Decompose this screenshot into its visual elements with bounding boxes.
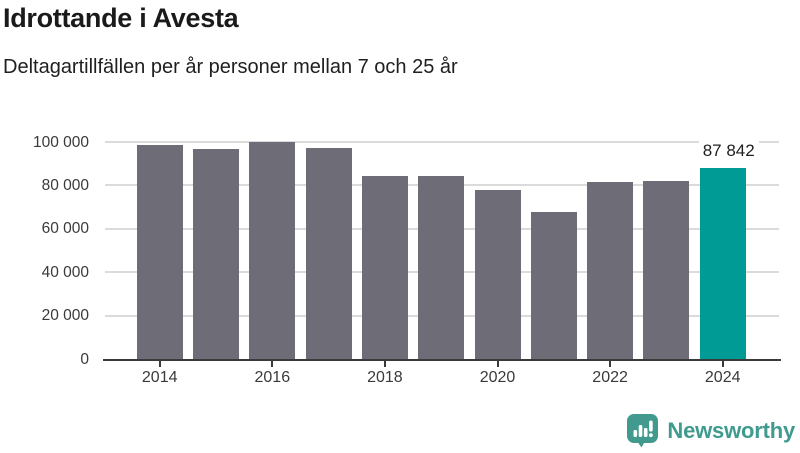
bar-2018 <box>361 176 408 359</box>
bar-value-label: 87 842 <box>698 140 759 162</box>
x-axis-line <box>103 359 781 361</box>
y-tick-label-80000: 80 000 <box>41 176 89 194</box>
bar-2017 <box>305 148 352 359</box>
bar-2021 <box>530 211 577 359</box>
y-tick-label-100000: 100 000 <box>32 133 89 151</box>
newsworthy-bar-chart-speech-bubble-icon <box>626 414 659 448</box>
x-tick-mark-2018 <box>383 361 386 367</box>
bar-2019 <box>418 175 465 359</box>
x-tick-mark-2016 <box>271 361 274 367</box>
gridline-100000 <box>105 141 779 143</box>
bar-2024 <box>699 168 746 359</box>
plot-area: 0 20 000 40 000 60 000 80 000 100 000 2014 2016… <box>33 134 781 386</box>
y-tick-label-0: 0 <box>80 350 89 368</box>
x-tick-label-2016: 2016 <box>254 369 291 386</box>
x-tick-label-2018: 2018 <box>367 369 403 386</box>
bar-2014 <box>136 145 183 359</box>
y-tick-label-40000: 40 000 <box>41 263 89 281</box>
x-tick-label-2020: 2020 <box>479 369 516 386</box>
bar-2015 <box>193 148 239 359</box>
x-tick-mark-2024 <box>721 361 724 367</box>
y-tick-label-20000: 20 000 <box>41 306 89 324</box>
page-title: Idrottande i Avesta <box>3 3 239 33</box>
bar-2016 <box>249 142 296 359</box>
bar-2022 <box>587 181 634 359</box>
x-tick-mark-2014 <box>158 361 161 367</box>
bar-2023 <box>643 180 690 359</box>
x-tick-label-2024: 2024 <box>704 369 741 386</box>
x-tick-mark-2020 <box>496 361 499 367</box>
x-tick-mark-2022 <box>609 361 612 367</box>
chart-subtitle: Deltagartillfällen per år personer mella… <box>3 56 458 78</box>
newsworthy-logo-text: Newsworthy <box>667 418 795 443</box>
y-tick-label-60000: 60 000 <box>41 220 89 238</box>
newsworthy-logo[interactable]: Newsworthy <box>626 414 795 448</box>
x-tick-label-2022: 2022 <box>592 369 628 386</box>
bar-2020 <box>474 189 521 359</box>
x-tick-label-2014: 2014 <box>141 369 178 386</box>
